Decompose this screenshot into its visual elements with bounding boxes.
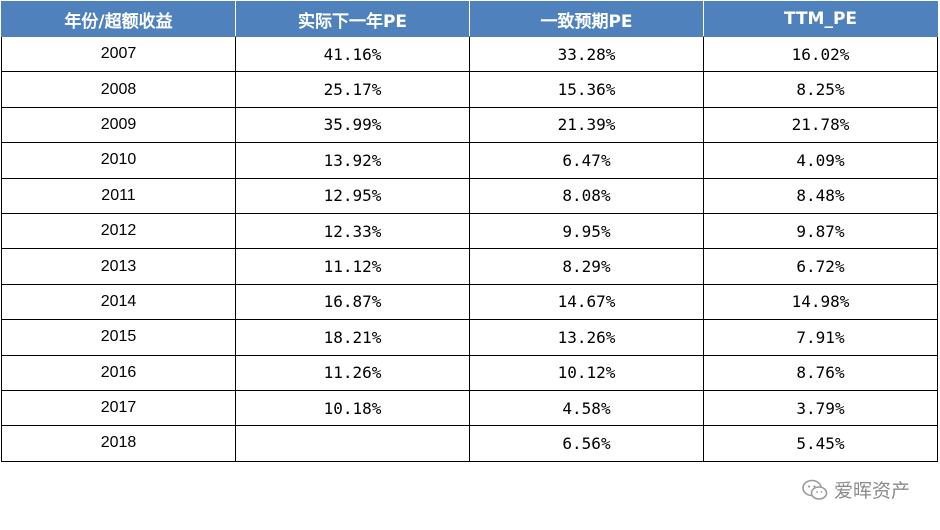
value-cell: 16.87% <box>235 283 470 321</box>
value-cell: 8.25% <box>703 71 938 108</box>
table-row: 2009 35.99% 21.39% 21.78% <box>1 106 938 144</box>
value-cell: 8.76% <box>703 354 938 391</box>
value-cell: 5.45% <box>703 425 938 462</box>
value-cell: 41.16% <box>235 35 470 73</box>
value-cell: 18.21% <box>235 319 470 356</box>
value-cell: 15.36% <box>469 71 704 108</box>
table-row: 2013 11.12% 8.29% 6.72% <box>1 248 938 285</box>
returns-table: 年份/超额收益 实际下一年PE 一致预期PE TTM_PE 2007 41.16%… <box>1 1 938 462</box>
header-consensus-pe: 一致预期PE <box>469 1 704 37</box>
wechat-icon <box>802 479 828 500</box>
value-cell <box>235 425 470 462</box>
year-cell: 2014 <box>1 283 236 321</box>
year-cell: 2009 <box>1 106 236 144</box>
table-row: 2014 16.87% 14.67% 14.98% <box>1 283 938 321</box>
value-cell: 6.56% <box>469 425 704 462</box>
year-cell: 2013 <box>1 248 236 285</box>
value-cell: 10.18% <box>235 389 470 427</box>
value-cell: 11.26% <box>235 354 470 391</box>
header-row: 年份/超额收益 实际下一年PE 一致预期PE TTM_PE <box>1 1 938 37</box>
year-cell: 2018 <box>1 425 236 462</box>
table-row: 2017 10.18% 4.58% 3.79% <box>1 389 938 427</box>
table-body: 2007 41.16% 33.28% 16.02% 2008 25.17% 15.36% 8.… <box>1 35 938 462</box>
watermark: 爱晖资产 <box>802 476 910 503</box>
value-cell: 8.29% <box>469 248 704 285</box>
table-row: 2012 12.33% 9.95% 9.87% <box>1 212 938 250</box>
table-row: 2015 18.21% 13.26% 7.91% <box>1 319 938 356</box>
value-cell: 10.12% <box>469 354 704 391</box>
value-cell: 35.99% <box>235 106 470 144</box>
value-cell: 21.78% <box>703 106 938 144</box>
value-cell: 16.02% <box>703 35 938 73</box>
table-row: 2008 25.17% 15.36% 8.25% <box>1 71 938 108</box>
watermark-text: 爱晖资产 <box>833 480 910 502</box>
value-cell: 9.95% <box>469 212 704 250</box>
value-cell: 13.92% <box>235 142 470 179</box>
value-cell: 8.08% <box>469 177 704 214</box>
value-cell: 6.47% <box>469 142 704 179</box>
table-row: 2010 13.92% 6.47% 4.09% <box>1 142 938 179</box>
year-cell: 2008 <box>1 71 236 108</box>
value-cell: 7.91% <box>703 319 938 356</box>
table-row: 2011 12.95% 8.08% 8.48% <box>1 177 938 214</box>
value-cell: 6.72% <box>703 248 938 285</box>
value-cell: 4.09% <box>703 142 938 179</box>
year-cell: 2015 <box>1 319 236 356</box>
year-cell: 2011 <box>1 177 236 214</box>
value-cell: 25.17% <box>235 71 470 108</box>
value-cell: 21.39% <box>469 106 704 144</box>
table-row: 2018 6.56% 5.45% <box>1 425 938 462</box>
year-cell: 2016 <box>1 354 236 391</box>
value-cell: 11.12% <box>235 248 470 285</box>
value-cell: 3.79% <box>703 389 938 427</box>
value-cell: 9.87% <box>703 212 938 250</box>
value-cell: 8.48% <box>703 177 938 214</box>
year-cell: 2007 <box>1 35 236 73</box>
header-year: 年份/超额收益 <box>1 1 236 37</box>
year-cell: 2017 <box>1 389 236 427</box>
value-cell: 12.95% <box>235 177 470 214</box>
table-row: 2016 11.26% 10.12% 8.76% <box>1 354 938 391</box>
table-row: 2007 41.16% 33.28% 16.02% <box>1 35 938 73</box>
header-ttm-pe: TTM_PE <box>703 1 938 37</box>
year-cell: 2010 <box>1 142 236 179</box>
value-cell: 12.33% <box>235 212 470 250</box>
header-actual-next-year-pe: 实际下一年PE <box>235 1 470 37</box>
value-cell: 14.98% <box>703 283 938 321</box>
value-cell: 33.28% <box>469 35 704 73</box>
value-cell: 14.67% <box>469 283 704 321</box>
value-cell: 4.58% <box>469 389 704 427</box>
value-cell: 13.26% <box>469 319 704 356</box>
year-cell: 2012 <box>1 212 236 250</box>
